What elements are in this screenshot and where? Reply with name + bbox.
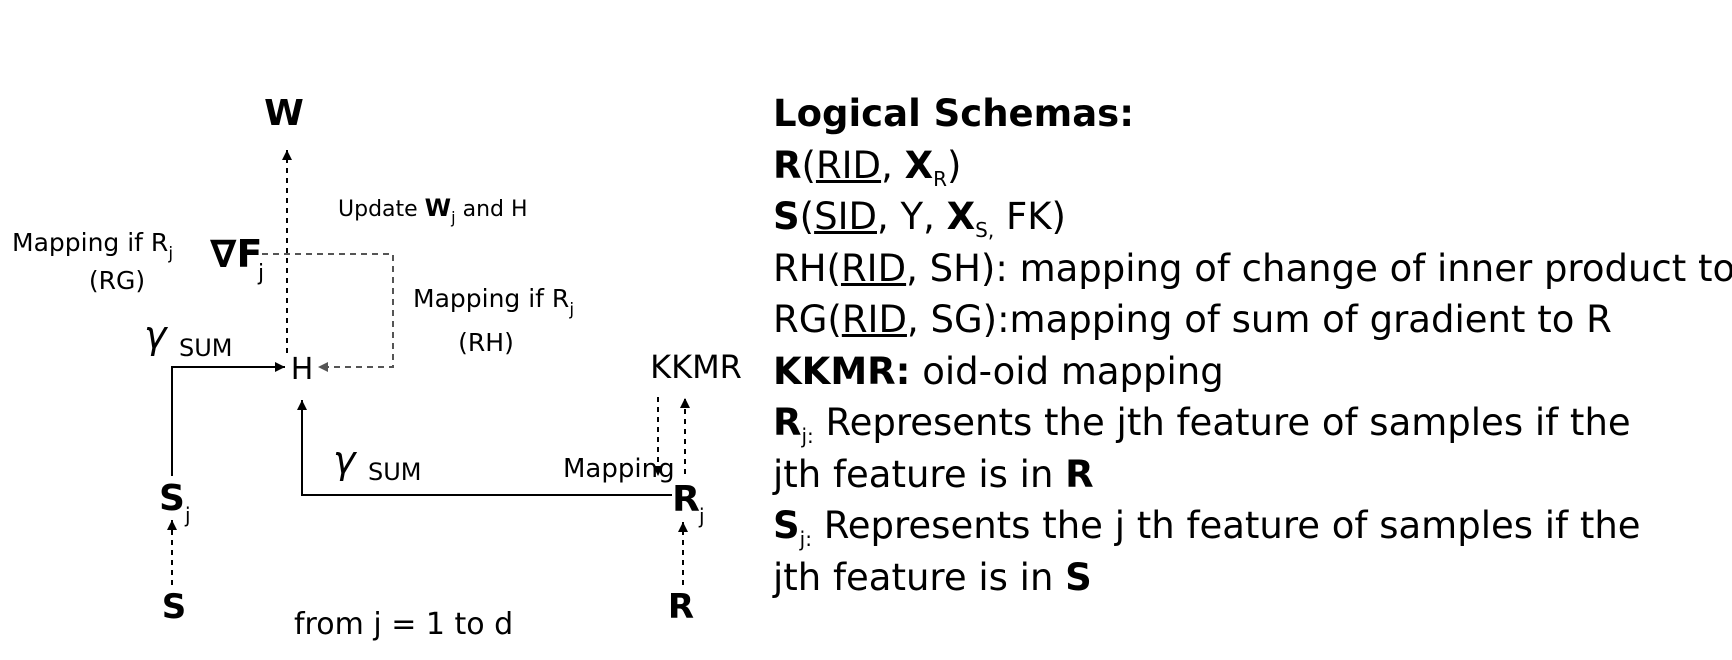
node-gradient: ∇F j xyxy=(210,232,264,286)
svg-text:j: j xyxy=(257,261,264,286)
svg-text:S: S xyxy=(159,478,185,519)
schema-r: R(RID, XR) xyxy=(773,143,962,191)
edge-gradient-to-h xyxy=(262,253,394,372)
edge-sj-to-h xyxy=(171,362,285,476)
schema-rh: RH(RID, SH): mapping of change of inner … xyxy=(773,246,1732,290)
schema-rj: Rj: Represents the jth feature of sample… xyxy=(773,401,1631,496)
node-kkmr: KKMR xyxy=(650,348,742,386)
svg-text:j: j xyxy=(698,504,705,528)
update-label: Update Wj and H xyxy=(338,194,528,227)
mapping-rg-label: Mapping if Rj (RG) xyxy=(12,228,173,295)
loop-label: from j = 1 to d xyxy=(294,607,513,642)
svg-text:∇F: ∇F xyxy=(210,232,262,276)
svg-text:γ: γ xyxy=(333,438,358,482)
svg-text:(RH): (RH) xyxy=(458,328,514,357)
mapping-rh-label: Mapping if Rj (RH) xyxy=(413,284,574,357)
svg-text:SUM: SUM xyxy=(179,334,233,362)
node-sj: S j xyxy=(159,478,191,527)
svg-text:Mapping if Rj: Mapping if Rj xyxy=(413,284,574,320)
schema-rg: RG(RID, SG):mapping of sum of gradient t… xyxy=(773,298,1612,341)
node-h: H xyxy=(291,352,314,387)
svg-text:γ: γ xyxy=(144,313,169,357)
node-w: W xyxy=(264,93,304,134)
gradient-flow-diagram: W H KKMR S R S j R j ∇F j Update Wj and … xyxy=(12,93,742,642)
gamma-sum-upper: γ SUM xyxy=(144,313,233,362)
svg-text:(RG): (RG) xyxy=(89,266,145,295)
node-rj: R j xyxy=(672,479,704,528)
gamma-sum-lower: γ SUM xyxy=(333,438,422,486)
svg-text:SUM: SUM xyxy=(368,458,422,486)
schema-kkmr: KKMR: oid-oid mapping xyxy=(773,349,1224,393)
logical-schemas-panel: Logical Schemas: R(RID, XR) S(SID, Y, XS… xyxy=(773,88,1732,603)
svg-text:R: R xyxy=(672,479,700,520)
schema-sj: Sj: Represents the j th feature of sampl… xyxy=(773,504,1641,599)
edge-rj-to-h xyxy=(297,400,672,496)
schema-s: S(SID, Y, XS, FK) xyxy=(773,195,1066,242)
svg-text:Mapping if Rj: Mapping if Rj xyxy=(12,228,173,264)
node-r: R xyxy=(668,587,694,627)
svg-text:j: j xyxy=(184,503,191,527)
schemas-title: Logical Schemas: xyxy=(773,92,1134,135)
node-s: S xyxy=(162,587,187,627)
